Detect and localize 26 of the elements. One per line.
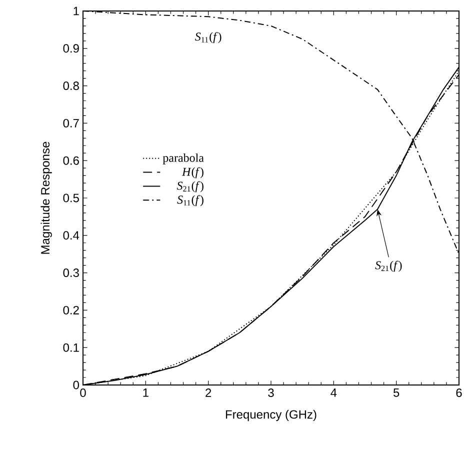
- x-tick-label: 5: [393, 388, 400, 397]
- x-tick-label: 2: [206, 388, 212, 397]
- x-tick-label: 4: [330, 388, 337, 397]
- annotation: S$_{11}$(f): [195, 32, 222, 44]
- x-tick-label: 1: [143, 388, 148, 397]
- y-tick-label: 0.7: [63, 118, 79, 128]
- legend-label: parabola: [162, 153, 204, 164]
- y-tick-label: 0.4: [63, 231, 80, 240]
- x-tick-label: 6: [456, 388, 462, 398]
- y-tick-label: 0: [73, 380, 80, 390]
- x-tick-label: 0: [80, 388, 86, 398]
- y-axis-title: Magnitude Response: [40, 142, 52, 254]
- y-tick-label: 0.5: [63, 194, 79, 202]
- y-tick-label: 0.3: [63, 268, 79, 278]
- y-tick-label: 0.2: [63, 306, 79, 314]
- y-tick-label: 0.1: [63, 343, 79, 352]
- legend-label: S$_{11}$(f): [177, 195, 204, 206]
- annotation: S$_{21}$(f): [375, 260, 402, 272]
- y-tick-label: 0.6: [63, 156, 79, 165]
- x-tick-label: 3: [268, 388, 274, 398]
- x-axis-title: Frequency (GHz): [226, 410, 316, 422]
- y-tick-label: 0.8: [63, 82, 79, 90]
- y-tick-label: 1: [74, 6, 79, 16]
- y-tick-label: 0.9: [63, 44, 79, 53]
- legend-label: S$_{21}$(f): [176, 181, 204, 192]
- legend-label: H(f): [182, 167, 204, 178]
